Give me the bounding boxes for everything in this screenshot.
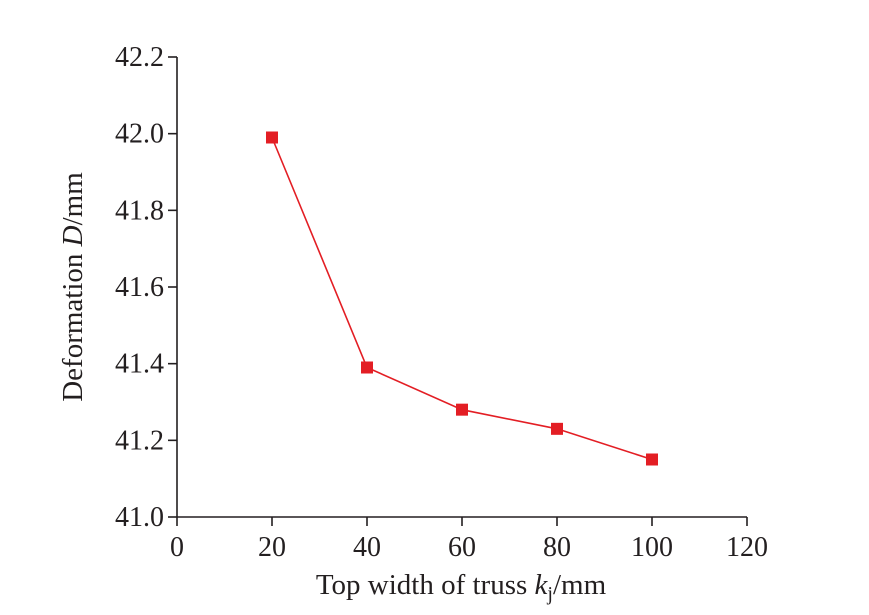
data-point-marker — [551, 422, 563, 435]
x-tick-label: 60 — [448, 532, 476, 563]
axes — [176, 57, 747, 518]
data-point-marker — [361, 361, 373, 374]
data-point-marker — [266, 131, 278, 144]
y-tick-label: 41.6 — [115, 272, 164, 303]
x-tick-label: 80 — [543, 532, 571, 563]
x-ticks: 0 20 40 60 80 100 120 — [170, 517, 768, 563]
x-tick-label: 100 — [631, 532, 673, 563]
y-tick-label: 41.4 — [115, 349, 164, 380]
x-tick-label: 20 — [258, 532, 286, 563]
series-group — [266, 131, 658, 466]
x-axis-title: Top width of truss kj/mm — [316, 569, 607, 605]
data-point-marker — [646, 453, 658, 466]
y-tick-label: 42.2 — [115, 42, 164, 73]
y-tick-label: 42.0 — [115, 119, 164, 150]
data-point-marker — [456, 403, 468, 416]
y-axis-title: Deformation D/mm — [57, 172, 89, 402]
y-tick-label: 41.2 — [115, 425, 164, 456]
x-tick-label: 40 — [353, 532, 381, 563]
y-tick-label: 41.8 — [115, 195, 164, 226]
y-tick-label: 41.0 — [115, 502, 164, 533]
y-ticks: 41.0 41.2 41.4 41.6 41.8 42.0 42.2 — [115, 42, 177, 533]
x-tick-label: 120 — [726, 532, 768, 563]
x-tick-label: 0 — [170, 532, 184, 563]
